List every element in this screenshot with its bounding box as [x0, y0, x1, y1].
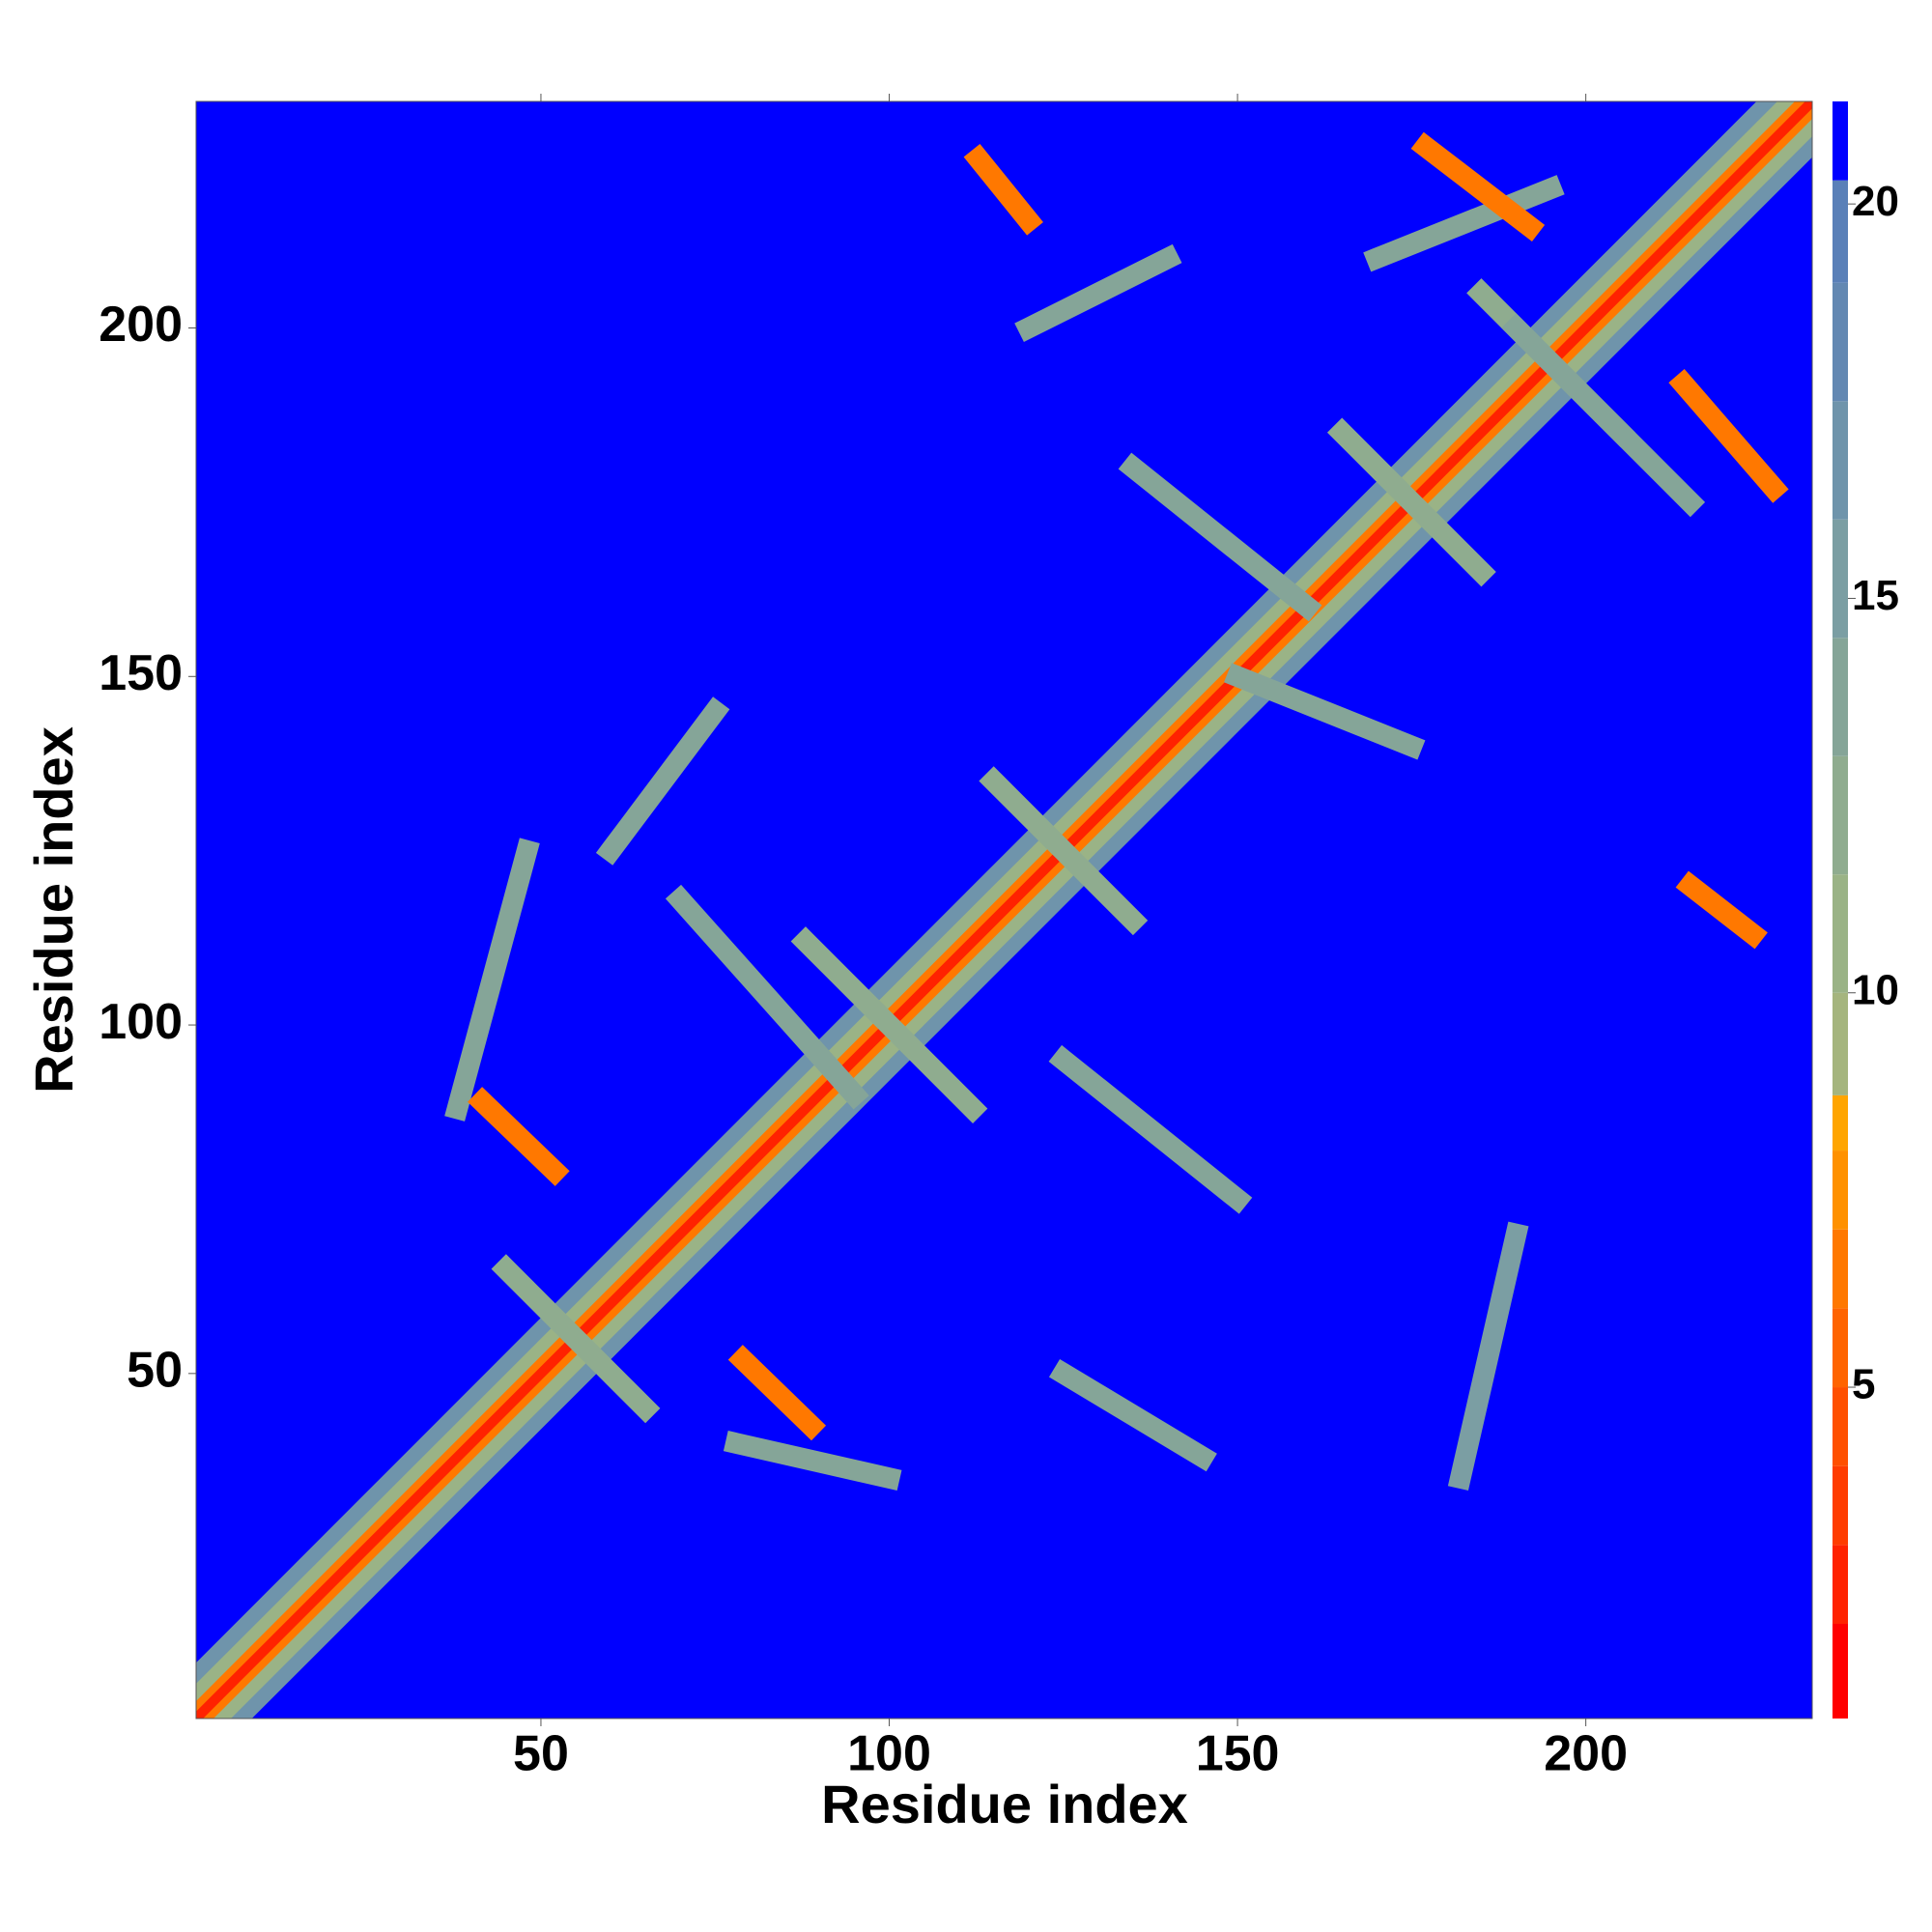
x-axis-label: Residue index	[821, 1774, 1188, 1834]
colorbar-segment	[1833, 401, 1848, 520]
colorbar-segment	[1833, 638, 1848, 756]
contact-patch	[1014, 243, 1182, 343]
colorbar-tick-label: 10	[1852, 966, 1899, 1013]
contact-patch	[1501, 313, 1706, 518]
contact-patch	[790, 926, 988, 1123]
contact-patch	[1118, 452, 1322, 622]
y-tick-label: 100	[99, 994, 183, 1050]
colorbar-segment	[1833, 1229, 1848, 1309]
contact-patch	[1326, 417, 1496, 587]
colorbar-segment	[1833, 1465, 1848, 1546]
contact-patch	[491, 1254, 661, 1424]
contact-patch	[1363, 175, 1565, 272]
contact-patch	[979, 766, 1149, 936]
contact-patch	[1668, 368, 1789, 503]
y-tick-label: 150	[99, 645, 183, 701]
contact-patch	[595, 696, 730, 866]
colorbar-segment	[1833, 992, 1848, 1095]
colorbar-tick-label: 5	[1852, 1361, 1875, 1408]
colorbar-segment	[1833, 519, 1848, 639]
contact-patch	[1447, 1221, 1529, 1492]
colorbar-segment	[1833, 1624, 1848, 1719]
colorbar-tick-label: 20	[1852, 178, 1899, 225]
plot-area	[196, 101, 1812, 1719]
y-tick-label: 200	[99, 297, 183, 353]
colorbar-segment	[1833, 1387, 1848, 1466]
colorbar-tick-label: 15	[1852, 572, 1899, 619]
contact-patch	[727, 1345, 827, 1441]
contact-patch	[468, 1087, 570, 1186]
x-tick-label: 100	[847, 1726, 931, 1782]
x-tick-label: 50	[513, 1726, 569, 1782]
contact-patch	[963, 143, 1043, 236]
colorbar-segment	[1833, 101, 1848, 181]
colorbar-segment	[1833, 1094, 1848, 1151]
contact-patch	[1224, 663, 1426, 760]
colorbar-segment	[1833, 755, 1848, 875]
colorbar-segment	[1833, 1545, 1848, 1625]
plot-frame	[195, 100, 1813, 1719]
contact-patch	[444, 838, 540, 1122]
x-tick-label: 150	[1196, 1726, 1280, 1782]
colorbar-segment	[1833, 282, 1848, 402]
colorbar-segment	[1833, 180, 1848, 283]
contact-patch	[1048, 1044, 1253, 1214]
y-axis-label: Residue index	[23, 726, 84, 1094]
contact-patch	[665, 884, 869, 1110]
y-tick-label: 50	[127, 1343, 183, 1399]
contact-patch	[1048, 1358, 1217, 1472]
colorbar-segment	[1833, 874, 1848, 993]
colorbar-segment	[1833, 1308, 1848, 1388]
colorbar-segment	[1833, 1151, 1848, 1230]
x-tick-label: 200	[1544, 1726, 1628, 1782]
contact-patch	[1675, 870, 1768, 950]
contact-patch	[723, 1431, 902, 1492]
contact-patch	[1410, 131, 1546, 242]
